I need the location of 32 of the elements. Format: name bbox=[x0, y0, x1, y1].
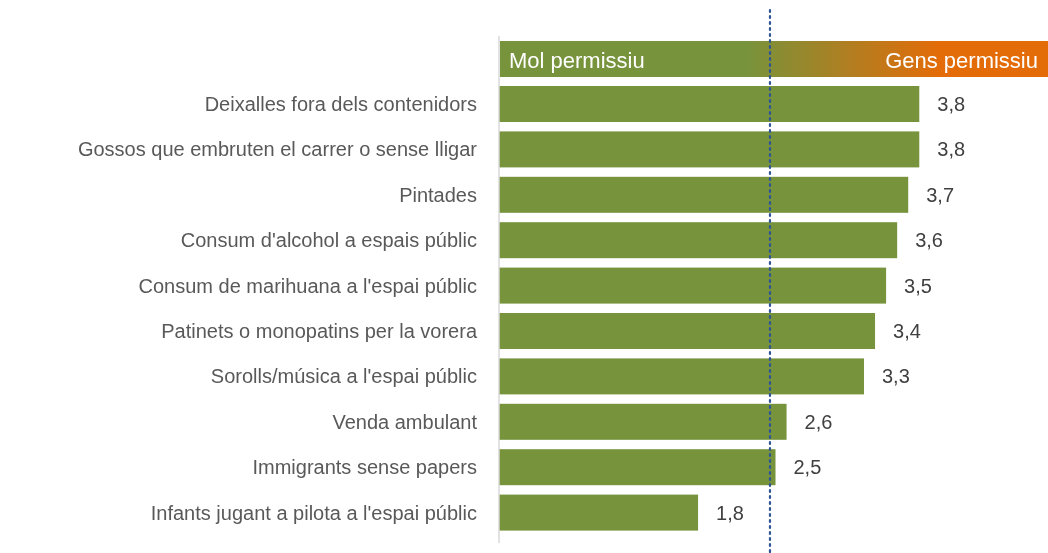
y-tick-label: Patinets o monopatins per la vorera bbox=[161, 320, 478, 342]
data-label: 3,8 bbox=[937, 138, 966, 161]
text: Gens permissiu bbox=[885, 48, 1038, 73]
data-label: 3,7 bbox=[926, 183, 955, 206]
y-tick-label: Venda ambulant bbox=[332, 410, 478, 433]
data-label: 3,3 bbox=[881, 365, 910, 388]
data-label: 3,6 bbox=[915, 229, 943, 252]
bar bbox=[499, 222, 898, 259]
text: Mol permissiu bbox=[509, 48, 645, 73]
data-label: 3,8 bbox=[937, 93, 966, 115]
data-label: 1,8 bbox=[716, 501, 744, 524]
bar bbox=[499, 86, 920, 122]
y-tick-label: Immigrants sense papers bbox=[252, 456, 477, 479]
data-label: 2,5 bbox=[793, 456, 822, 479]
bar bbox=[499, 313, 876, 349]
bar bbox=[499, 176, 909, 213]
y-tick-label: Pintades bbox=[399, 183, 477, 206]
y-tick-label: Infants jugant a pilota a l'espai públic bbox=[150, 501, 477, 524]
bar bbox=[499, 494, 699, 531]
bar bbox=[499, 403, 787, 440]
bar bbox=[499, 267, 887, 304]
y-tick-label: Consum de marihuana a l'espai públic bbox=[138, 274, 477, 297]
data-label: 3,5 bbox=[904, 274, 932, 297]
y-tick-label: Consum d'alcohol a espais públic bbox=[180, 229, 477, 252]
bar bbox=[499, 358, 864, 395]
y-tick-label: Sorolls/música a l'espai públic bbox=[210, 365, 477, 388]
bar bbox=[499, 131, 920, 168]
data-label: 2,6 bbox=[804, 410, 833, 433]
y-tick-label: Deixalles fora dels contenidors bbox=[204, 93, 477, 115]
data-label: 3,4 bbox=[893, 320, 921, 342]
bar bbox=[499, 449, 776, 486]
y-tick-label: Gossos que embruten el carrer o sense lligar bbox=[77, 138, 478, 161]
